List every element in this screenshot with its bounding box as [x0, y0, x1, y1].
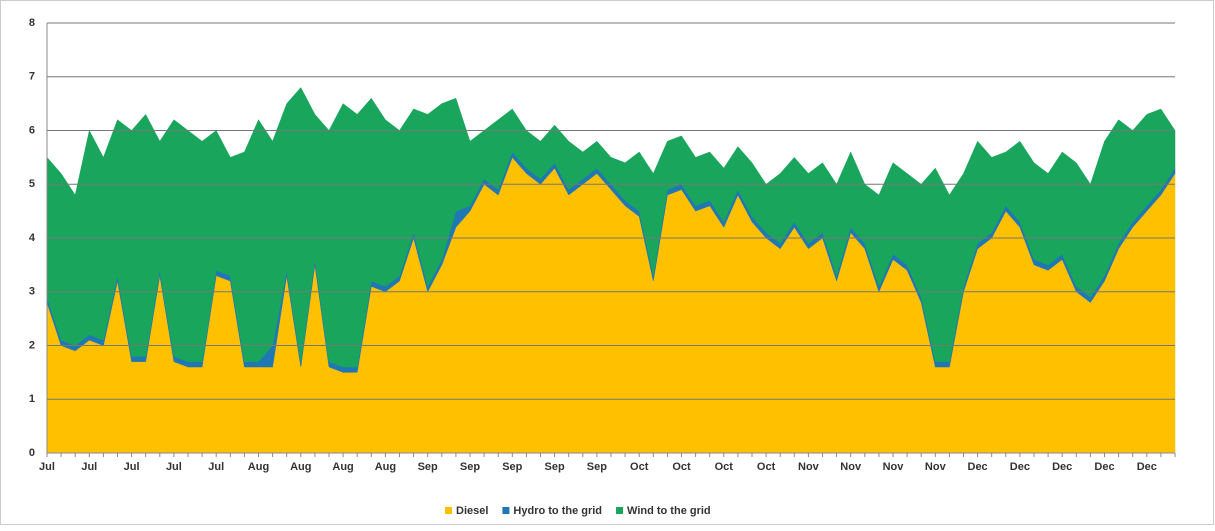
y-tick-label: 5 — [29, 178, 35, 190]
x-tick-label: Jul — [39, 461, 55, 473]
x-tick-label: Jul — [208, 461, 224, 473]
x-tick-label: Sep — [545, 461, 565, 473]
x-tick-label: Sep — [502, 461, 522, 473]
x-tick-label: Nov — [840, 461, 862, 473]
y-tick-label: 1 — [29, 393, 35, 405]
y-tick-label: 0 — [29, 447, 35, 459]
x-tick-label: Aug — [375, 461, 396, 473]
legend-swatch — [616, 507, 624, 514]
x-tick-label: Sep — [460, 461, 480, 473]
x-tick-label: Jul — [166, 461, 182, 473]
x-tick-label: Dec — [968, 461, 988, 473]
x-tick-label: Nov — [883, 461, 905, 473]
y-tick-label: 6 — [29, 124, 35, 136]
area — [46, 87, 1176, 368]
x-tick-label: Oct — [715, 461, 734, 473]
x-tick-label: Sep — [418, 461, 438, 473]
y-tick-label: 4 — [29, 232, 36, 244]
y-tick-label: 3 — [29, 286, 35, 298]
x-tick-label: Dec — [1137, 461, 1157, 473]
x-tick-label: Dec — [1052, 461, 1072, 473]
x-tick-label: Nov — [925, 461, 947, 473]
x-tick-label: Aug — [332, 461, 353, 473]
x-tick-label: Dec — [1094, 461, 1114, 473]
y-tick-label: 8 — [29, 17, 35, 29]
y-tick-label: 2 — [29, 339, 35, 351]
x-tick-label: Jul — [124, 461, 140, 473]
x-tick-label: Aug — [290, 461, 311, 473]
x-tick-label: Nov — [798, 461, 820, 473]
x-tick-label: Sep — [587, 461, 607, 473]
x-tick-label: Jul — [81, 461, 97, 473]
legend-label: Wind to the grid — [627, 505, 711, 517]
y-tick-label: 7 — [29, 71, 35, 83]
legend-label: Hydro to the grid — [513, 505, 602, 517]
legend-swatch — [445, 507, 452, 514]
x-tick-label: Oct — [630, 461, 649, 473]
x-tick-label: Oct — [757, 461, 776, 473]
legend-label: Diesel — [456, 505, 488, 517]
legend-swatch — [502, 507, 510, 514]
x-tick-label: Dec — [1010, 461, 1030, 473]
x-tick-label: Oct — [672, 461, 691, 473]
x-tick-label: Aug — [248, 461, 269, 473]
